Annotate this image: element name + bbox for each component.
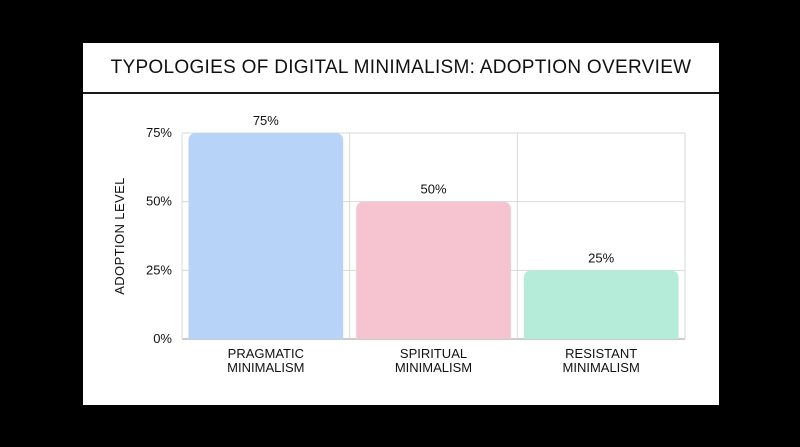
y-tick-label: 50% bbox=[146, 194, 172, 209]
data-label: 50% bbox=[420, 182, 446, 197]
bar bbox=[188, 133, 344, 339]
chart-title: TYPOLOGIES OF DIGITAL MINIMALISM: ADOPTI… bbox=[110, 56, 692, 78]
y-tick-label: 25% bbox=[146, 262, 172, 277]
y-tick-label: 75% bbox=[146, 125, 172, 140]
y-tick-label: 0% bbox=[153, 331, 172, 346]
bar-base bbox=[523, 331, 679, 339]
category-label: RESISTANT bbox=[565, 346, 637, 361]
chart-card: TYPOLOGIES OF DIGITAL MINIMALISM: ADOPTI… bbox=[83, 43, 719, 405]
category-label: SPIRITUAL bbox=[400, 346, 467, 361]
data-label: 25% bbox=[588, 250, 614, 265]
chart-labels: 0%25%50%75%ADOPTION LEVEL75%PRAGMATICMIN… bbox=[112, 113, 640, 375]
y-axis-title: ADOPTION LEVEL bbox=[112, 177, 127, 295]
bar-chart: 0%25%50%75%ADOPTION LEVEL75%PRAGMATICMIN… bbox=[112, 113, 686, 375]
bar-base bbox=[188, 331, 344, 339]
category-label: MINIMALISM bbox=[227, 360, 304, 375]
bar bbox=[523, 270, 679, 339]
bar-base bbox=[356, 331, 511, 339]
category-label: PRAGMATIC bbox=[228, 346, 304, 361]
data-label: 75% bbox=[253, 113, 279, 128]
category-label: MINIMALISM bbox=[563, 360, 640, 375]
bar bbox=[356, 201, 511, 339]
title-bar: TYPOLOGIES OF DIGITAL MINIMALISM: ADOPTI… bbox=[83, 43, 719, 94]
category-label: MINIMALISM bbox=[395, 360, 472, 375]
bars bbox=[188, 133, 679, 339]
